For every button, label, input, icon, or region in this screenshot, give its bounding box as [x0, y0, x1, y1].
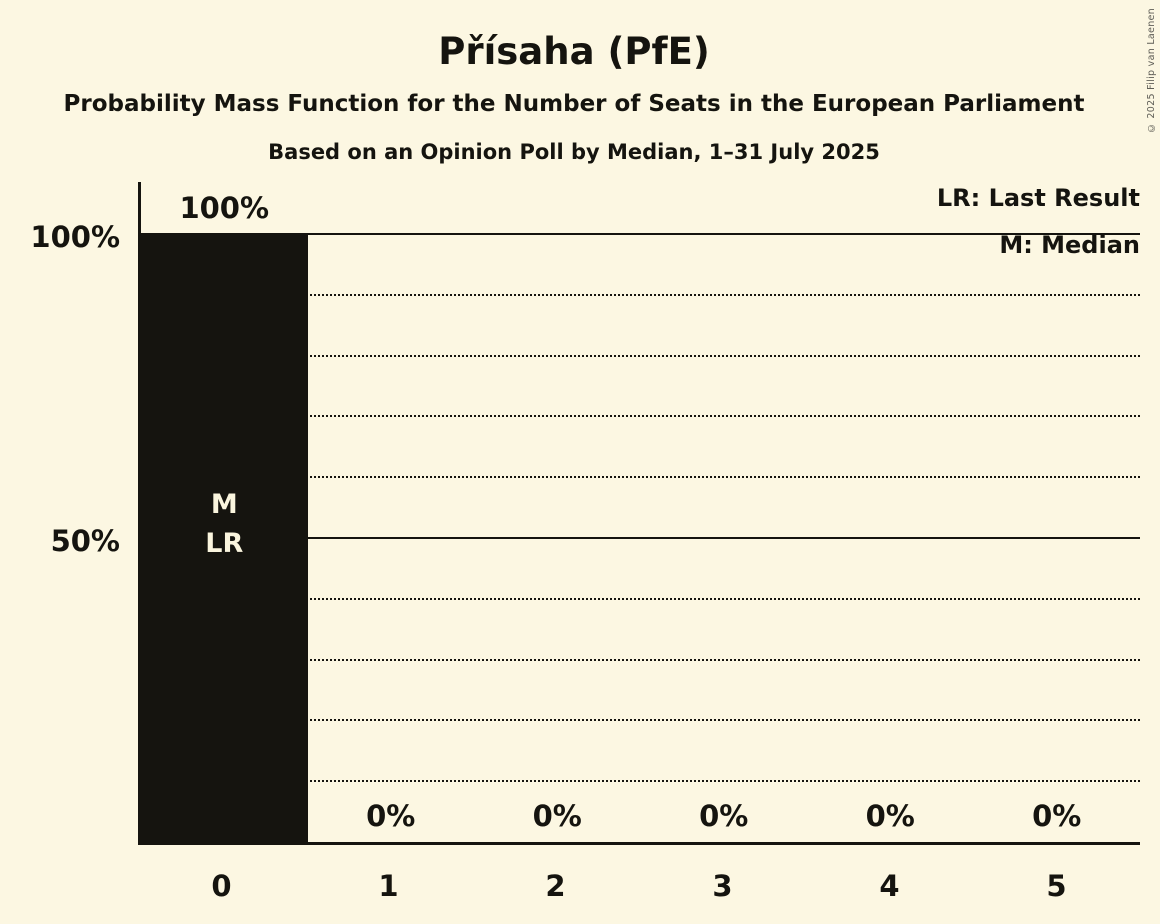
x-tick-label-0: 0 [211, 869, 232, 903]
x-tick-label-1: 1 [378, 869, 399, 903]
x-tick-label-3: 3 [712, 869, 733, 903]
gridline-70 [141, 415, 1140, 418]
chart-subtitle: Probability Mass Function for the Number… [63, 91, 1085, 117]
y-tick-label-100: 100% [30, 220, 120, 254]
bar-column-0: M LR 100% [141, 191, 308, 842]
x-tick-label-5: 5 [1046, 869, 1067, 903]
bar-value-label-1: 0% [366, 799, 416, 833]
y-axis-labels: 100% 50% [0, 220, 138, 845]
bar-column-4: 0% [807, 234, 974, 842]
bar-value-label-5: 0% [1032, 799, 1082, 833]
bar-markers-0: M LR [141, 485, 308, 563]
poll-details: Based on an Opinion Poll by Median, 1–31… [268, 140, 880, 164]
median-marker: M [210, 488, 238, 520]
bar-column-2: 0% [474, 234, 641, 842]
gridline-60 [141, 476, 1140, 479]
legend-last-result: LR: Last Result [936, 184, 1140, 212]
legend-median: M: Median [999, 231, 1140, 259]
chart-title: Přísaha (PfE) [438, 30, 710, 73]
grid-area: M LR 100% 0% 0% 0% 0% 0% [141, 191, 1141, 842]
bar-0: M LR [141, 234, 308, 842]
bar-column-1: 0% [308, 234, 475, 842]
bar-column-5: 0% [974, 234, 1141, 842]
x-tick-label-2: 2 [545, 869, 566, 903]
gridline-40 [141, 597, 1140, 600]
plot-area: M LR 100% 0% 0% 0% 0% 0% [138, 182, 1140, 845]
x-tick-label-4: 4 [879, 869, 900, 903]
bar-value-label-3: 0% [699, 799, 749, 833]
gridline-100 [141, 233, 1140, 235]
gridline-30 [141, 658, 1140, 661]
bar-value-label-4: 0% [865, 799, 915, 833]
last-result-marker: LR [205, 528, 244, 559]
copyright-notice: © 2025 Filip van Laenen [1146, 8, 1157, 134]
y-tick-label-50: 50% [50, 524, 120, 558]
x-axis-labels: 0 1 2 3 4 5 [138, 868, 1140, 906]
gridline-80 [141, 354, 1140, 357]
bar-value-label-0: 100% [179, 191, 270, 225]
gridline-10 [141, 780, 1140, 783]
gridline-90 [141, 293, 1140, 296]
bar-value-label-2: 0% [532, 799, 582, 833]
gridline-20 [141, 719, 1140, 722]
bar-column-3: 0% [641, 234, 808, 842]
gridline-50 [141, 537, 1140, 539]
